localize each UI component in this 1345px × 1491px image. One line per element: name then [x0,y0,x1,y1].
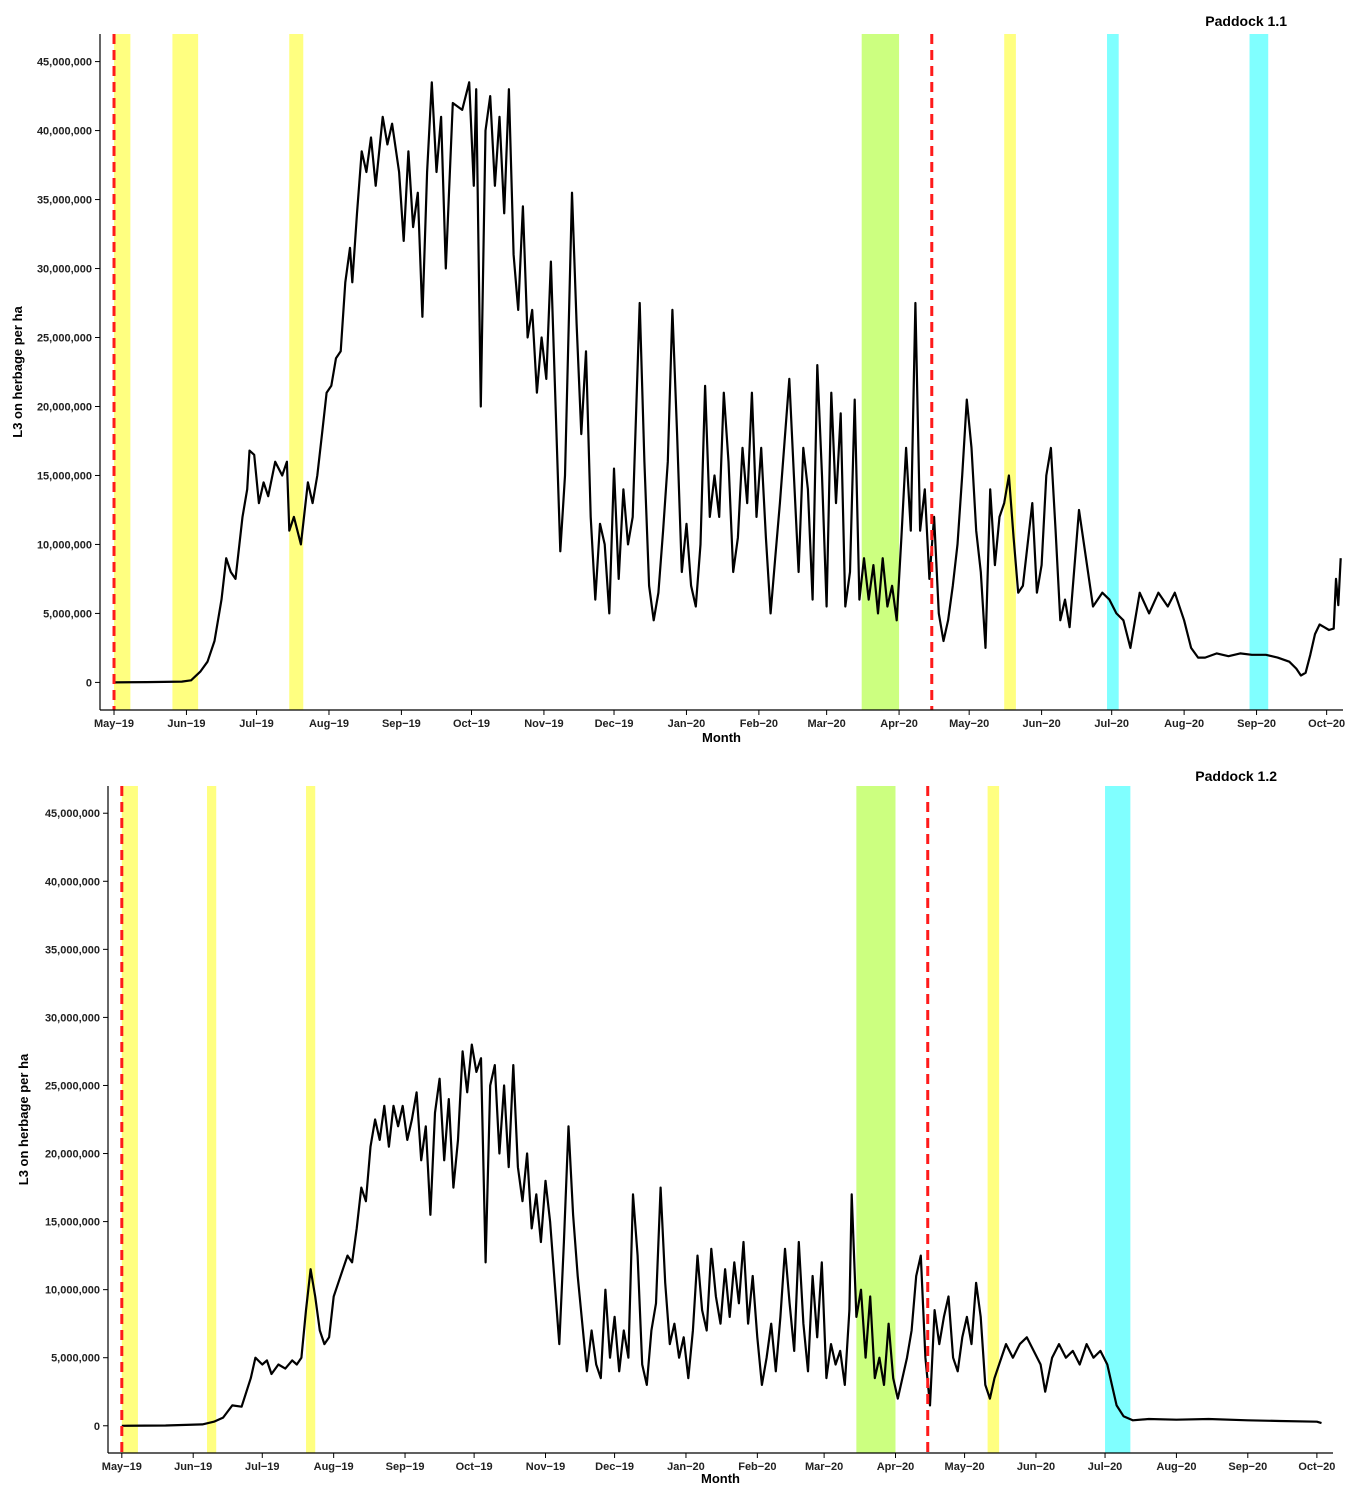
y-tick-label: 5,000,000 [51,1353,100,1365]
x-tick-label: Dec−19 [595,1461,634,1473]
shaded-band [114,34,131,710]
y-axis-title: L3 on herbage per ha [10,305,25,437]
series-line [113,81,1342,684]
y-tick-label: 40,000,000 [45,876,100,888]
shaded-band [1249,34,1269,710]
x-tick-label: Feb−20 [738,1461,776,1473]
x-tick-label: Feb−20 [740,718,778,730]
x-tick-label: May−19 [102,1461,142,1473]
y-tick-label: 0 [86,677,92,689]
y-tick-label: 20,000,000 [37,401,92,413]
series-line [121,1043,1322,1427]
x-tick-label: Jul−20 [1088,1461,1123,1473]
y-tick-label: 35,000,000 [45,944,100,956]
y-tick-label: 10,000,000 [45,1285,100,1297]
y-tick-label: 40,000,000 [37,126,92,138]
y-tick-label: 10,000,000 [37,539,92,551]
x-tick-label: Apr−20 [877,1461,915,1473]
y-tick-label: 45,000,000 [45,808,100,820]
shaded-band [987,786,1000,1453]
y-tick-label: 30,000,000 [37,264,92,276]
panel-paddock-1-1: 0 5,000,000 10,000,000 15,000,000 20,000,000… [10,13,1345,745]
x-tick-label: Sep−19 [382,718,421,730]
shaded-band [1107,34,1119,710]
shaded-band [121,786,138,1453]
x-tick-label: Jul−19 [239,718,274,730]
x-tick-label: Oct−20 [1308,718,1345,730]
shaded-band [306,786,316,1453]
y-tick-label: 25,000,000 [37,333,92,345]
y-tick-label: 30,000,000 [45,1012,100,1024]
x-tick-label: Jan−20 [668,718,706,730]
x-axis-title: Month [702,730,741,745]
x-tick-label: Aug−20 [1156,1461,1196,1473]
x-tick-label: Nov−19 [524,718,563,730]
x-tick-label: Aug−19 [314,1461,354,1473]
x-tick-label: Dec−19 [595,718,634,730]
shaded-band [207,786,217,1453]
shaded-band [861,34,900,710]
x-tick-label: Jan−20 [667,1461,705,1473]
shaded-band [856,786,896,1453]
x-tick-label: Apr−20 [880,718,918,730]
x-tick-label: Sep−20 [1228,1461,1267,1473]
x-tick-label: Oct−19 [453,718,490,730]
y-tick-label: 5,000,000 [43,608,92,620]
x-tick-label: Sep−20 [1237,718,1276,730]
x-tick-label: Aug−19 [309,718,349,730]
y-tick-label: 20,000,000 [45,1149,100,1161]
y-tick-label: 15,000,000 [45,1217,100,1229]
x-axis-title: Month [701,1471,740,1486]
x-tick-label: Mar−20 [805,1461,843,1473]
y-axis-title: L3 on herbage per ha [16,1053,31,1185]
x-tick-label: Sep−19 [386,1461,425,1473]
x-tick-label: Jun−20 [1017,1461,1055,1473]
x-tick-label: May−19 [94,718,134,730]
shaded-band [172,34,199,710]
x-tick-label: Nov−19 [526,1461,565,1473]
shaded-band [1105,786,1131,1453]
y-tick-label: 25,000,000 [45,1080,100,1092]
x-tick-label: Jul−20 [1094,718,1129,730]
y-tick-label: 35,000,000 [37,195,92,207]
chart-title: Paddock 1.1 [1205,13,1287,29]
shaded-band [289,34,304,710]
x-tick-label: Oct−20 [1298,1461,1335,1473]
y-tick-label: 45,000,000 [37,57,92,69]
x-tick-label: May−20 [949,718,989,730]
x-tick-label: Jul−19 [245,1461,280,1473]
x-tick-label: Oct−19 [456,1461,493,1473]
chart-title: Paddock 1.2 [1195,768,1277,784]
x-tick-label: Jun−19 [174,1461,212,1473]
x-tick-label: May−20 [945,1461,985,1473]
x-tick-label: Mar−20 [808,718,846,730]
y-tick-label: 15,000,000 [37,470,92,482]
x-tick-label: Jun−19 [167,718,205,730]
x-tick-label: Jun−20 [1022,718,1060,730]
shaded-band [1004,34,1016,710]
x-tick-label: Aug−20 [1164,718,1204,730]
panel-paddock-1-2: 0 5,000,000 10,000,000 15,000,000 20,000,000… [16,768,1335,1486]
y-tick-label: 0 [94,1421,100,1433]
